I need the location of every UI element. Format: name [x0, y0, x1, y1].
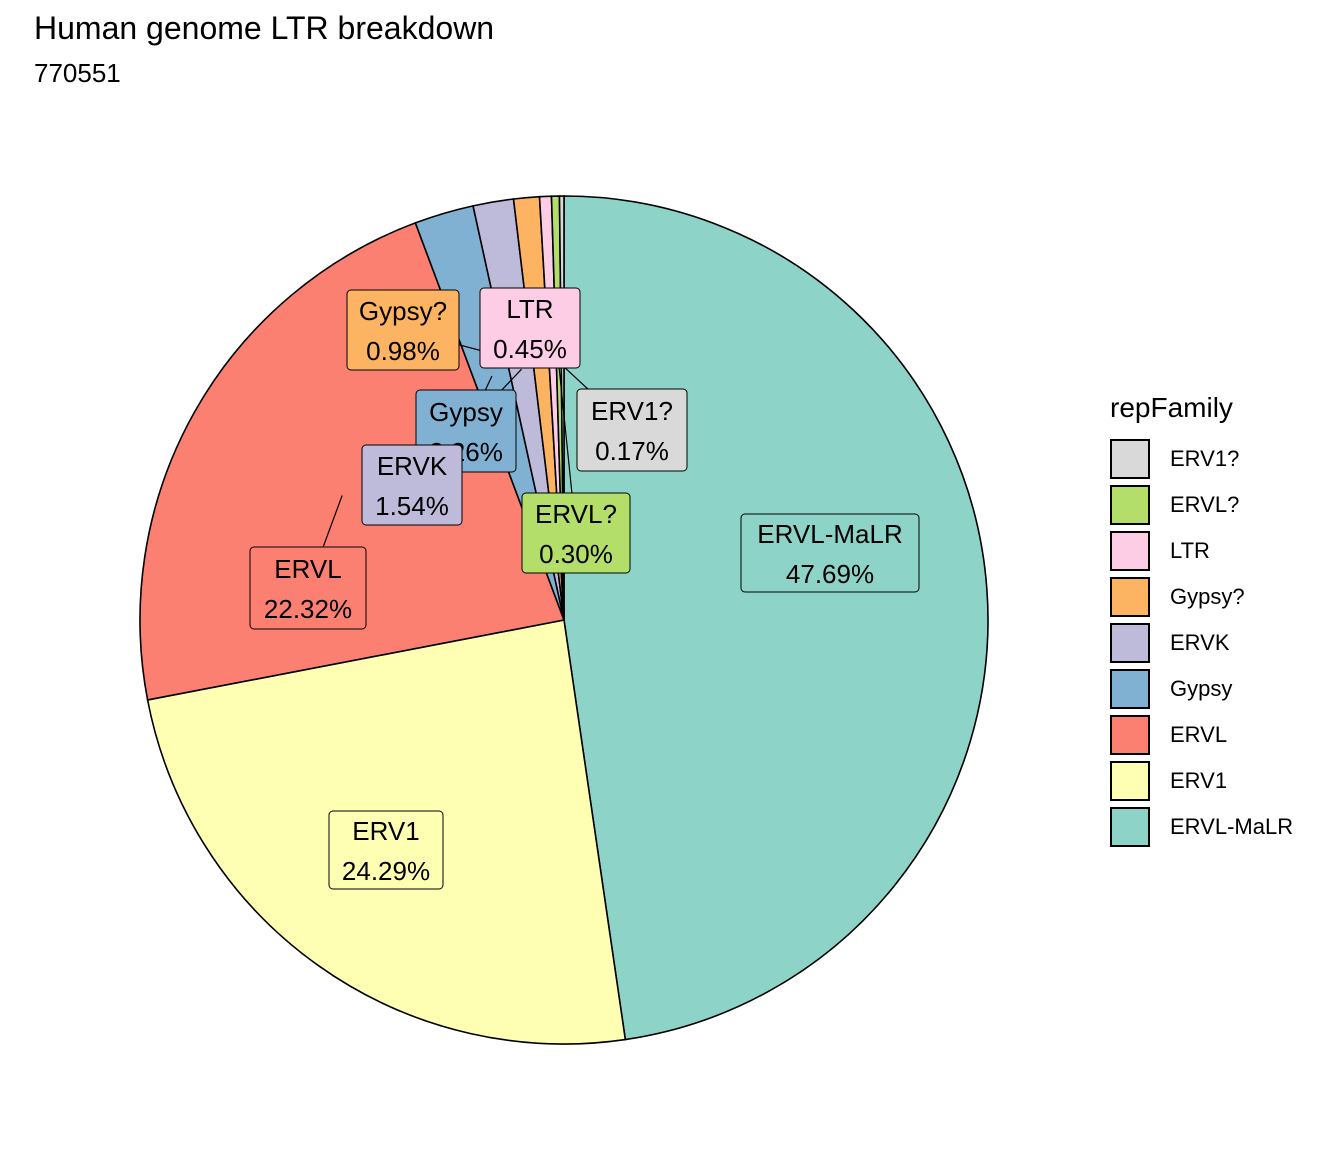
- slice-label-box: [521, 492, 631, 574]
- legend-key: [1110, 623, 1150, 663]
- slice-label-box: [576, 388, 688, 472]
- legend-label: Gypsy?: [1170, 584, 1245, 609]
- chart-title: Human genome LTR breakdown: [34, 10, 495, 46]
- legend-title: repFamily: [1110, 392, 1233, 423]
- slice-label-ltr: LTR 0.45%: [479, 287, 581, 369]
- legend-key: [1110, 715, 1150, 755]
- slice-label-ervl-malr: ERVL-MaLR 47.69%: [740, 513, 920, 593]
- legend-item-gypsy-q: Gypsy?: [1110, 574, 1293, 620]
- legend-key: [1110, 669, 1150, 709]
- legend-item-gypsy: Gypsy: [1110, 666, 1293, 712]
- slice-labels: ERVL-MaLR 47.69% ERV1 24.29% ERVL 22.32% Gypsy…: [249, 287, 920, 890]
- pie-slice-ervl-malr: [563, 195, 989, 1041]
- slice-label-name: ERV1?: [591, 396, 673, 426]
- slice-label-value: 22.32%: [264, 594, 352, 624]
- legend-label: Gypsy: [1170, 676, 1233, 701]
- slice-label-ervl-q: ERVL? 0.30%: [521, 492, 631, 574]
- legend-item-erv1-q: ERV1?: [1110, 436, 1293, 482]
- legend-label: ERV1?: [1170, 446, 1240, 471]
- pie-chart: ERVL-MaLR 47.69% ERV1 24.29% ERVL 22.32% Gypsy…: [139, 195, 989, 1045]
- slice-label-value: 0.30%: [539, 539, 613, 569]
- slice-label-value: 0.17%: [595, 436, 669, 466]
- legend-key: [1110, 761, 1150, 801]
- slice-label-box: [249, 546, 367, 630]
- slice-label-ervl: ERVL 22.32%: [249, 546, 367, 630]
- slice-label-name: LTR: [506, 294, 553, 324]
- legend-key: [1110, 531, 1150, 571]
- slice-label-box: [479, 287, 581, 369]
- legend-label: ERVK: [1170, 630, 1230, 655]
- slice-label-value: 47.69%: [786, 559, 874, 589]
- legend-key: [1110, 439, 1150, 479]
- slice-label-name: Gypsy: [429, 397, 503, 427]
- chart-subtitle: 770551: [34, 58, 121, 88]
- legend-items: ERV1? ERVL? LTR Gypsy? ERVK Gypsy ERVL ERV1 ERVL…: [1110, 436, 1293, 850]
- slice-label-name: ERVL?: [535, 499, 617, 529]
- legend-label: ERV1: [1170, 768, 1228, 793]
- slice-label-value: 0.45%: [493, 334, 567, 364]
- slice-label-value: 0.98%: [366, 336, 440, 366]
- legend-item-ltr: LTR: [1110, 528, 1293, 574]
- slice-label-box: [346, 289, 460, 371]
- legend-item-ervl: ERVL: [1110, 712, 1293, 758]
- slice-label-ervk: ERVK 1.54%: [361, 444, 463, 526]
- slice-label-box: [361, 444, 463, 526]
- legend-label: LTR: [1170, 538, 1210, 563]
- legend-item-ervl-q: ERVL?: [1110, 482, 1293, 528]
- slice-label-erv1: ERV1 24.29%: [328, 810, 444, 890]
- legend: repFamily ERV1? ERVL? LTR Gypsy? ERVK Gypsy ER…: [1110, 392, 1293, 850]
- legend-label: ERVL?: [1170, 492, 1240, 517]
- slice-label-gypsy-q: Gypsy? 0.98%: [346, 289, 460, 371]
- legend-label: ERVL: [1170, 722, 1228, 747]
- legend-label: ERVL-MaLR: [1170, 814, 1294, 839]
- slice-label-value: 24.29%: [342, 856, 430, 886]
- slice-label-box: [328, 810, 444, 890]
- slice-label-box: [740, 513, 920, 593]
- slice-label-name: ERVL-MaLR: [757, 519, 902, 549]
- slice-label-value: 1.54%: [375, 491, 449, 521]
- slice-label-name: Gypsy?: [359, 296, 447, 326]
- legend-item-ervk: ERVK: [1110, 620, 1293, 666]
- legend-item-ervl-malr: ERVL-MaLR: [1110, 804, 1293, 850]
- slice-label-name: ERV1: [352, 816, 419, 846]
- legend-key: [1110, 485, 1150, 525]
- slice-label-name: ERVL: [274, 554, 341, 584]
- legend-item-erv1: ERV1: [1110, 758, 1293, 804]
- slice-label-name: ERVK: [377, 451, 448, 481]
- legend-key: [1110, 577, 1150, 617]
- legend-key: [1110, 807, 1150, 847]
- slice-label-erv1-q: ERV1? 0.17%: [576, 388, 688, 472]
